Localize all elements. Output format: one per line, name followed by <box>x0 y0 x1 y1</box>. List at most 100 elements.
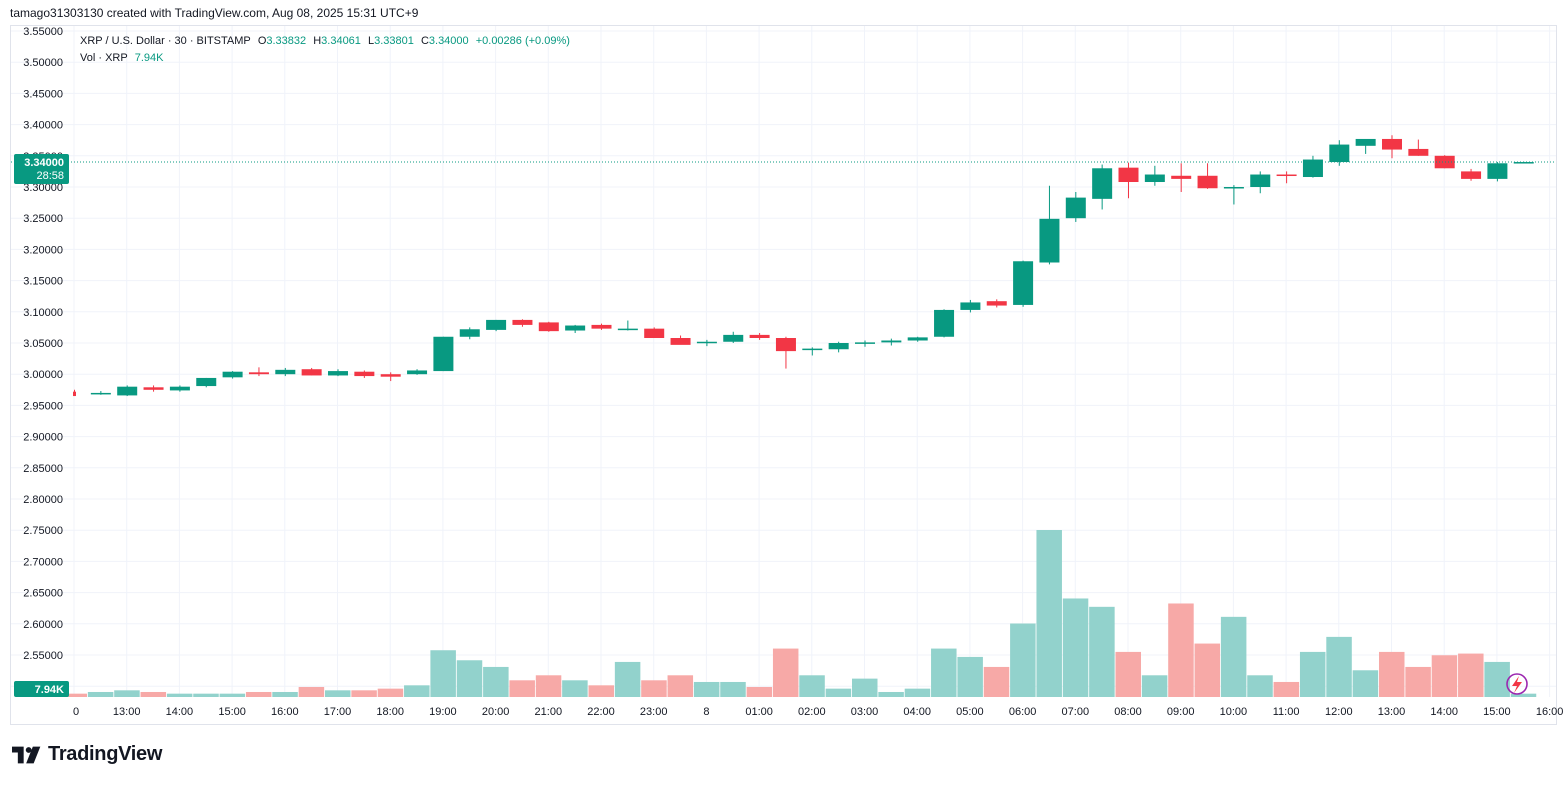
y-tick-label: 2.55000 <box>23 650 63 662</box>
candle <box>512 319 533 327</box>
volume-legend[interactable]: Vol · XRP 7.94K <box>80 52 168 64</box>
volume-bar <box>298 686 325 697</box>
candle <box>169 385 190 392</box>
volume-bar <box>1405 666 1431 697</box>
candle-body <box>1065 197 1086 219</box>
candle <box>459 327 480 340</box>
candle <box>486 319 507 332</box>
y-tick-label: 3.45000 <box>23 88 63 100</box>
volume-bar <box>61 693 87 697</box>
y-tick-label: 3.25000 <box>23 213 63 225</box>
volume-bar <box>878 691 904 697</box>
candle <box>538 321 559 332</box>
x-tick-label: 23:00 <box>640 706 668 718</box>
candle <box>1408 139 1429 156</box>
y-tick-label: 2.90000 <box>23 432 63 444</box>
y-tick-label: 3.20000 <box>23 244 63 256</box>
x-tick-label: 8 <box>703 706 709 718</box>
candle-body <box>1355 138 1376 146</box>
candle-body <box>1461 171 1482 179</box>
candle <box>881 338 902 346</box>
volume-bar <box>1431 655 1458 697</box>
y-tick-label: 3.40000 <box>23 120 63 132</box>
candle-body <box>459 329 480 337</box>
candle <box>1118 162 1139 199</box>
volume-bar <box>799 675 825 697</box>
candle-body <box>301 369 322 376</box>
chart-frame[interactable] <box>10 25 1557 725</box>
volume-bar <box>509 680 535 697</box>
volume-bar <box>1036 530 1062 697</box>
candle <box>354 370 375 378</box>
candle <box>1065 191 1086 222</box>
last-price-badge <box>14 154 69 185</box>
volume-bar <box>825 688 852 697</box>
x-tick-label: 03:00 <box>851 706 879 718</box>
volume-bar <box>588 685 614 697</box>
candle <box>143 385 164 392</box>
chart-credit: tamago31303130 created with TradingView.… <box>10 6 419 20</box>
candle <box>591 323 612 330</box>
lightning-icon[interactable] <box>1506 673 1528 695</box>
candle <box>1461 168 1482 181</box>
candle-body <box>881 340 902 343</box>
x-tick-label: 13:00 <box>113 706 141 718</box>
x-tick-label: 20:00 <box>482 706 510 718</box>
candle <box>986 299 1007 308</box>
volume-bar <box>693 681 720 697</box>
volume-bar <box>377 688 404 697</box>
y-tick-label: 3.50000 <box>23 57 63 69</box>
volume-bar <box>1273 681 1300 697</box>
candle-body <box>433 336 454 372</box>
volume-bar <box>957 656 983 697</box>
x-tick-label: 15:00 <box>218 706 246 718</box>
x-tick-label: 04:00 <box>903 706 931 718</box>
low-label: L <box>367 35 375 47</box>
candle-body <box>117 386 138 396</box>
symbol-name[interactable]: XRP / U.S. Dollar · 30 · BITSTAMP <box>80 35 251 47</box>
volume-badge <box>14 681 69 697</box>
volume-bar <box>140 691 167 697</box>
volume-bar <box>1220 616 1247 697</box>
volume-bar <box>1141 675 1168 697</box>
candle <box>855 340 875 347</box>
candle <box>275 367 296 377</box>
candle-body <box>248 372 269 375</box>
candle-body <box>486 319 507 330</box>
tradingview-logo[interactable]: TradingView <box>12 743 162 766</box>
candle-body <box>538 322 559 332</box>
candle <box>802 347 823 356</box>
candle-body <box>1197 175 1218 189</box>
candle <box>749 333 770 340</box>
x-tick-label: 16:00 <box>271 706 299 718</box>
candle-body <box>644 328 665 339</box>
y-tick-label: 3.55000 <box>23 26 63 38</box>
candle-body <box>1513 162 1534 164</box>
brand-name: TradingView <box>48 743 163 765</box>
open-value: 3.33832 <box>266 35 307 47</box>
volume-bar <box>746 686 773 697</box>
x-tick-label: 17:00 <box>324 706 352 718</box>
volume-bar <box>1010 623 1036 697</box>
candle-body <box>196 377 217 387</box>
candle-body <box>1013 261 1034 305</box>
symbol-legend[interactable]: XRP / U.S. Dollar · 30 · BITSTAMP O3.338… <box>80 35 574 47</box>
candle <box>907 336 928 342</box>
y-tick-label: 2.75000 <box>23 525 63 537</box>
candle <box>433 336 454 372</box>
volume-badge-value: 7.94K <box>35 684 64 696</box>
candle-body <box>90 392 111 395</box>
candle-body <box>1144 174 1165 183</box>
x-tick-label: 0 <box>73 706 79 718</box>
candle <box>222 371 243 379</box>
x-tick-label: 12:00 <box>1325 706 1353 718</box>
high-value: 3.34061 <box>321 35 361 47</box>
volume-bar <box>430 650 456 697</box>
candle <box>644 327 665 339</box>
volume-bar <box>193 693 219 697</box>
x-tick-label: 15:00 <box>1483 706 1511 718</box>
low-value: 3.33801 <box>374 35 414 47</box>
candle <box>1302 155 1323 178</box>
volume-label[interactable]: Vol · XRP <box>80 52 128 64</box>
